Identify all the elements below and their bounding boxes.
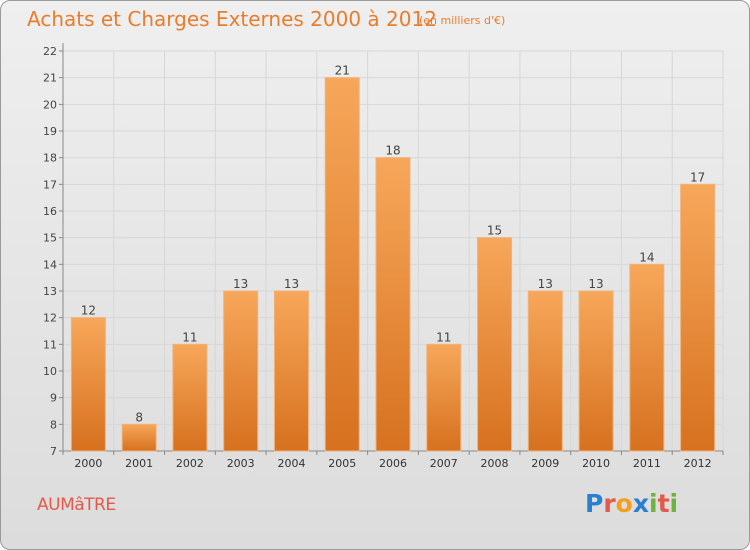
x-tick-label: 2000 (74, 457, 102, 470)
bar (477, 237, 513, 452)
y-tick-label: 21 (43, 72, 57, 85)
x-tick-label: 2002 (176, 457, 204, 470)
bar-value-label: 11 (436, 330, 451, 344)
logo-letter: t (657, 489, 670, 518)
logo-letter: o (615, 489, 633, 518)
bar (70, 317, 106, 452)
bar (324, 77, 360, 452)
bar-value-label: 17 (690, 170, 705, 184)
bar-value-label: 11 (182, 330, 197, 344)
bar-value-label: 18 (385, 144, 400, 158)
bar (273, 290, 309, 452)
y-tick-label: 22 (43, 45, 57, 58)
bar-value-label: 13 (538, 277, 553, 291)
bar (223, 290, 259, 452)
y-tick-label: 16 (43, 205, 57, 218)
y-tick-label: 17 (43, 178, 57, 191)
y-tick-label: 10 (43, 365, 57, 378)
logo-letter: x (632, 489, 649, 518)
x-tick-label: 2009 (531, 457, 559, 470)
y-tick-label: 19 (43, 125, 57, 138)
bar-value-label: 12 (81, 304, 96, 318)
bar-value-label: 15 (487, 224, 502, 238)
x-tick-label: 2008 (481, 457, 509, 470)
y-tick-label: 9 (50, 392, 57, 405)
bar (629, 263, 665, 452)
x-tick-label: 2005 (328, 457, 356, 470)
chart-title: Achats et Charges Externes 2000 à 2012 (27, 7, 437, 31)
y-tick-label: 8 (50, 418, 57, 431)
x-tick-label: 2010 (582, 457, 610, 470)
x-tick-label: 2004 (277, 457, 305, 470)
x-tick-label: 2003 (227, 457, 255, 470)
bar-value-label: 13 (284, 277, 299, 291)
x-tick-label: 2011 (633, 457, 661, 470)
chart-subtitle: (en milliers d'€) (419, 14, 506, 27)
logo-letter: P (585, 489, 604, 518)
x-tick-label: 2006 (379, 457, 407, 470)
logo-letter: i (649, 489, 658, 518)
bar (578, 290, 614, 452)
x-tick-label: 2007 (430, 457, 458, 470)
y-tick-label: 20 (43, 98, 57, 111)
bar-value-label: 8 (135, 410, 143, 424)
y-tick-label: 11 (43, 338, 57, 351)
logo-letter: r (603, 489, 616, 518)
bar (121, 423, 157, 452)
y-tick-label: 12 (43, 312, 57, 325)
bar (680, 183, 716, 452)
y-tick-label: 14 (43, 258, 57, 271)
bar-value-label: 13 (588, 277, 603, 291)
y-tick-label: 18 (43, 152, 57, 165)
bar (426, 343, 462, 452)
bar-value-label: 13 (233, 277, 248, 291)
bar (375, 157, 411, 452)
bars (70, 77, 716, 452)
x-tick-label: 2012 (684, 457, 712, 470)
y-tick-label: 15 (43, 232, 57, 245)
bar-value-label: 21 (335, 64, 350, 78)
commune-name: AUMâTRE (37, 495, 116, 515)
bar-value-label: 14 (639, 250, 654, 264)
logo-letter: i (669, 489, 679, 518)
labels: 7 8 9 10 11 12 13 14 15 16 17 18 19 20 21 22 12 2000 8 2001… (43, 45, 712, 470)
proxiti-logo: Proxiti (585, 489, 678, 518)
y-tick-label: 7 (50, 445, 57, 458)
bar (527, 290, 563, 452)
x-tick-label: 2001 (125, 457, 153, 470)
bar (172, 343, 208, 452)
y-tick-label: 13 (43, 285, 57, 298)
